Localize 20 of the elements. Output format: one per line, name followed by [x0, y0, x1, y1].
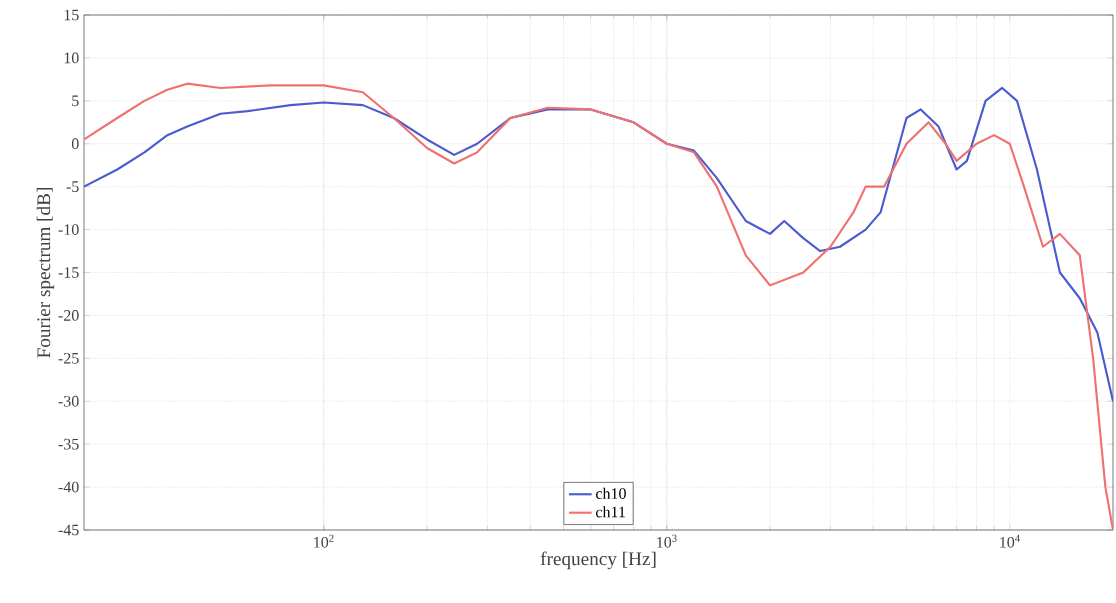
x-tick-label: 10$^{4}$ — [1000, 534, 1020, 548]
y-tick-label: -45 — [58, 524, 79, 536]
y-tick-label: -40 — [58, 481, 79, 493]
legend-label: ch10 — [596, 487, 626, 499]
y-tick-label: -25 — [58, 352, 79, 364]
legend-label: ch11 — [596, 506, 625, 518]
y-tick-label: -30 — [58, 395, 79, 407]
y-tick-label: -35 — [58, 438, 79, 450]
y-tick-label: 10 — [64, 52, 79, 64]
y-tick-label: -10 — [58, 224, 79, 235]
y-tick-label: 5 — [72, 95, 79, 107]
y-tick-label: 15 — [64, 9, 79, 21]
x-axis-title: frequency [Hz] — [540, 551, 656, 570]
y-axis-title: Fourier spectrum [dB] — [36, 188, 55, 358]
y-tick-label: -20 — [58, 310, 79, 321]
y-tick-label: -5 — [66, 181, 79, 192]
x-tick-label: 10$^{2}$ — [314, 534, 334, 548]
y-tick-label: 0 — [71, 138, 79, 150]
x-tick-label: 10$^{3}$ — [657, 534, 677, 548]
y-tick-label: -15 — [58, 267, 79, 278]
